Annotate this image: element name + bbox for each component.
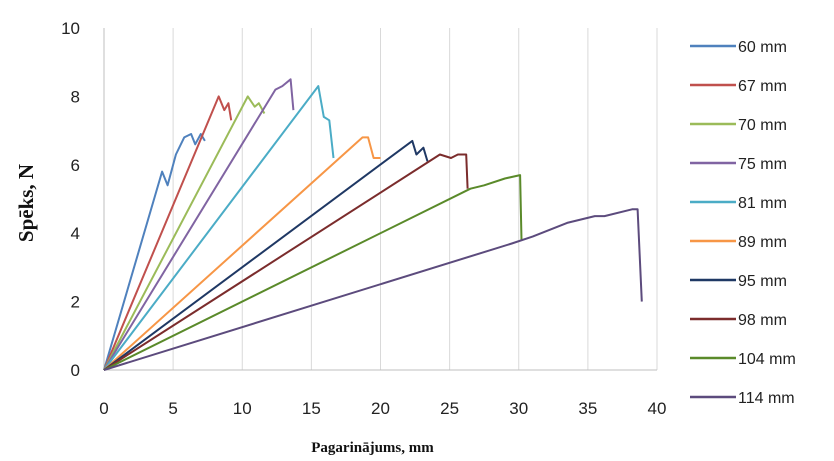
series-line-5: [103, 85, 335, 371]
y-tick-label: 6: [71, 156, 80, 175]
legend-label: 95 mm: [738, 273, 787, 290]
series-line-6: [103, 136, 381, 371]
legend-label: 89 mm: [738, 234, 787, 251]
legend-item: 67 mm: [690, 78, 787, 95]
series-line-7: [103, 139, 429, 371]
x-axis-title: Pagarinājums, mm: [311, 440, 434, 456]
series-line-8: [103, 153, 469, 371]
grid-layer: [172, 28, 658, 370]
legend-item: 81 mm: [690, 195, 787, 212]
legend-label: 75 mm: [738, 156, 787, 173]
series-layer: [103, 78, 643, 371]
axes-layer: [103, 28, 657, 371]
legend-item: 95 mm: [690, 273, 787, 290]
y-tick-label: 4: [71, 224, 80, 243]
x-tick-label: 30: [509, 399, 528, 418]
y-tick-label: 10: [61, 19, 80, 38]
x-tick-label: 10: [233, 399, 252, 418]
series-line-4: [103, 78, 295, 371]
x-tick-label: 15: [302, 399, 321, 418]
y-tick-label: 2: [71, 293, 80, 312]
legend-item: 60 mm: [690, 39, 787, 56]
series-line-1: [103, 133, 206, 371]
legend-label: 67 mm: [738, 78, 787, 95]
y-tick-label: 8: [71, 87, 80, 106]
legend-item: 114 mm: [690, 390, 795, 407]
legend-item: 70 mm: [690, 117, 787, 134]
series-line-10: [103, 208, 643, 371]
legend-label: 104 mm: [738, 351, 796, 368]
x-tick-label: 40: [648, 399, 667, 418]
x-tick-label: 20: [371, 399, 390, 418]
legend-item: 89 mm: [690, 234, 787, 251]
y-tick-label: 0: [71, 361, 80, 380]
x-tick-label: 0: [99, 399, 108, 418]
series-line-3: [103, 95, 266, 371]
y-axis-title: Spēks, N: [14, 164, 38, 242]
legend-label: 70 mm: [738, 117, 787, 134]
legend-item: 98 mm: [690, 312, 787, 329]
x-tick-label: 25: [440, 399, 459, 418]
legend-label: 60 mm: [738, 39, 787, 56]
series-line-9: [103, 174, 523, 371]
legend-label: 114 mm: [738, 390, 795, 407]
series-line-2: [103, 95, 233, 371]
legend-item: 75 mm: [690, 156, 787, 173]
legend-label: 81 mm: [738, 195, 787, 212]
x-tick-label: 5: [168, 399, 177, 418]
legend-label: 98 mm: [738, 312, 787, 329]
ticks-layer: 0 5 10 15 20 25 30 35 40 0 2 4 6 8 10: [61, 19, 666, 418]
legend-item: 104 mm: [690, 351, 796, 368]
x-tick-label: 35: [578, 399, 597, 418]
legend: 60 mm 67 mm 70 mm 75 mm 81 mm 89 mm 95 mm 98 mm…: [690, 39, 796, 407]
